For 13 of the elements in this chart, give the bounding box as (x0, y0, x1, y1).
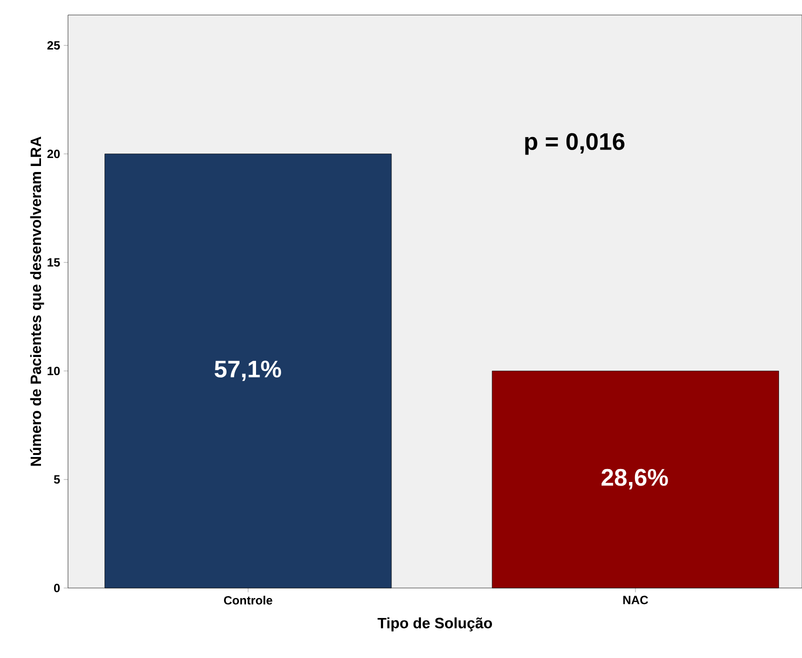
x-tick-label: Controle (224, 596, 272, 605)
y-tick-label: 20 (47, 150, 60, 158)
y-tick-label: 0 (54, 584, 60, 592)
x-axis-title: Tipo de Solução (378, 617, 492, 632)
x-tick-label: NAC (623, 596, 648, 604)
y-tick-label: 25 (47, 41, 60, 50)
annotation: 28,6% (602, 468, 668, 490)
y-tick-label: 10 (48, 366, 60, 376)
y-axis-title: Número de Pacientes que desenvolveram LRA (30, 136, 44, 466)
y-tick-label: 5 (54, 475, 60, 484)
annotation: p = 0,016 (525, 133, 624, 155)
annotation: 57,1% (214, 360, 282, 381)
y-tick-label: 15 (48, 258, 60, 267)
